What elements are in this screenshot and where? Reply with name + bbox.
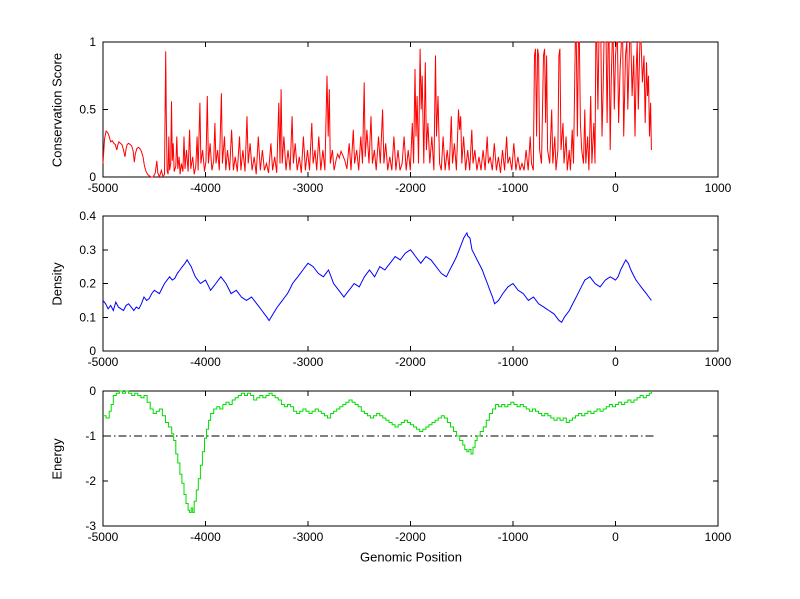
y-tick-label: 0 xyxy=(89,170,96,184)
x-tick-label: -5000 xyxy=(88,181,119,195)
x-tick-label: -4000 xyxy=(190,530,221,544)
x-tick-label: -5000 xyxy=(88,530,119,544)
y-tick-label: 0 xyxy=(89,344,96,358)
x-tick-label: -3000 xyxy=(293,530,324,544)
y-tick-label: 0 xyxy=(89,384,96,398)
subplot-2: -5000 -4000 -3000 -2000 -1000 0 1000 0 0.1 0.2 0.3… xyxy=(79,209,731,369)
x-tick-label: 1000 xyxy=(705,355,732,369)
y-axis-label-density: Density xyxy=(49,262,65,306)
x-tick-label: -1000 xyxy=(498,530,529,544)
y-axis-label-energy: Energy xyxy=(49,438,65,480)
x-tick-label: -3000 xyxy=(293,355,324,369)
x-tick-label: 0 xyxy=(612,181,619,195)
subplot-3: -5000 -4000 -3000 -2000 -1000 0 1000 -3 -2 -1 0 xyxy=(85,384,731,544)
x-tick-label: -2000 xyxy=(395,181,426,195)
density-series xyxy=(102,231,652,324)
y-tick-label: 0.4 xyxy=(79,209,96,223)
x-tick-label: 0 xyxy=(612,355,619,369)
subplot-1: -5000 -4000 -3000 -2000 -1000 0 1000 0 0.5 1 xyxy=(79,35,731,195)
y-tick-label: -3 xyxy=(85,519,96,533)
x-tick-label: -3000 xyxy=(293,181,324,195)
y-tick-label: 0.1 xyxy=(79,310,96,324)
x-tick-label: 1000 xyxy=(705,530,732,544)
x-tick-label: 0 xyxy=(612,530,619,544)
y-tick-label: 0.5 xyxy=(79,103,96,117)
axes-box xyxy=(102,390,719,527)
x-tick-label: -4000 xyxy=(190,181,221,195)
x-tick-label: -2000 xyxy=(395,355,426,369)
x-tick-label: -1000 xyxy=(498,181,529,195)
x-tick-label: 1000 xyxy=(705,181,732,195)
y-axis-label-conservation-score: Conservation Score xyxy=(49,52,65,168)
x-tick-label: -4000 xyxy=(190,355,221,369)
x-axis-label: Genomic Position xyxy=(360,549,462,565)
y-tick-label: -2 xyxy=(85,474,96,488)
x-tick-label: -1000 xyxy=(498,355,529,369)
y-tick-label: -1 xyxy=(85,429,96,443)
x-tick-label: -5000 xyxy=(88,355,119,369)
y-tick-label: 1 xyxy=(89,35,96,49)
x-tick-label: -2000 xyxy=(395,530,426,544)
conservation-score-series xyxy=(102,41,652,179)
y-tick-label: 0.2 xyxy=(79,277,96,291)
axes-box xyxy=(102,215,719,352)
y-tick-label: 0.3 xyxy=(79,243,96,257)
energy-series xyxy=(103,390,652,513)
